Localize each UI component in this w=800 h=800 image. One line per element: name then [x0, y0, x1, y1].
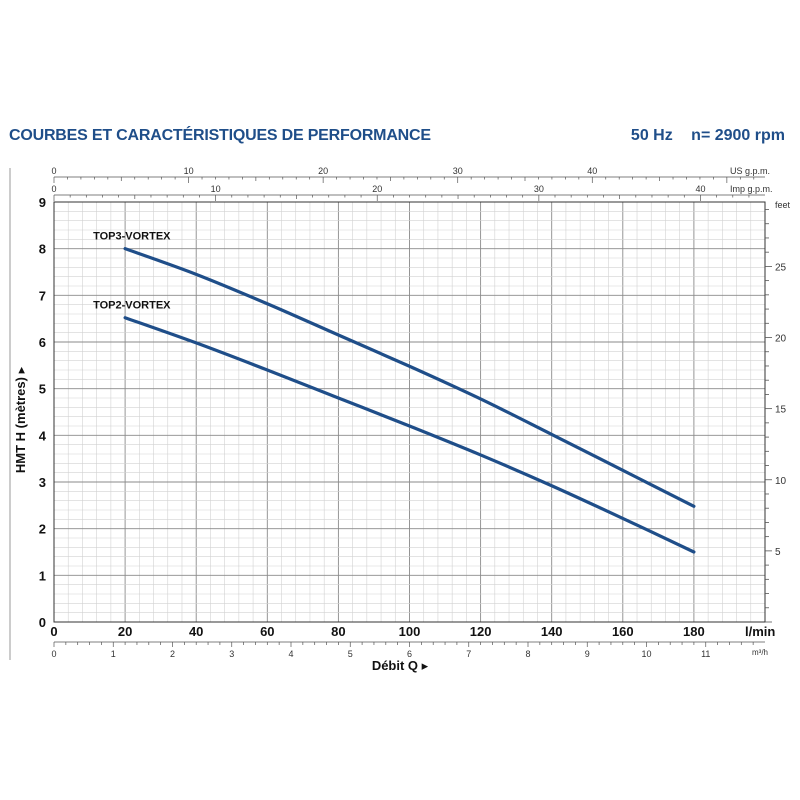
m3h-tick-label: 9 — [585, 649, 590, 659]
m3h-tick-label: 8 — [525, 649, 530, 659]
us-gpm-axis-unit: US g.p.m. — [730, 166, 770, 176]
series-label-top2-vortex: TOP2-VORTEX — [93, 300, 171, 312]
right-tick-label: 20 — [775, 334, 787, 345]
x-tick-label: 180 — [683, 624, 705, 639]
series-line-top2-vortex — [123, 316, 696, 554]
imp-gpm-tick-label: 40 — [695, 184, 705, 194]
series-line-top3-vortex — [123, 247, 696, 508]
right-tick-label: 15 — [775, 405, 787, 416]
y-tick-label: 1 — [39, 568, 46, 583]
right-tick-label: 10 — [775, 476, 787, 487]
m3h-tick-label: 0 — [51, 649, 56, 659]
operating-conditions: 50 Hz n= 2900 rpm — [617, 127, 785, 145]
us-gpm-tick-label: 10 — [184, 166, 194, 176]
right-axis-unit: feet — [775, 200, 791, 210]
m3h-tick-label: 2 — [170, 649, 175, 659]
imp-gpm-tick-label: 20 — [372, 184, 382, 194]
right-tick-label: 5 — [775, 547, 781, 558]
us-gpm-tick-label: 20 — [318, 166, 328, 176]
m3h-tick-label: 11 — [701, 649, 710, 659]
m3h-tick-label: 4 — [288, 649, 293, 659]
m3h-axis-unit: m³/h — [752, 648, 768, 657]
frequency-label: 50 Hz — [630, 127, 673, 144]
x-tick-label: 120 — [470, 624, 492, 639]
x-tick-label: 160 — [612, 624, 634, 639]
page-title: COURBES ET CARACTÉRISTIQUES DE PERFORMAN… — [9, 127, 431, 144]
y-tick-label: 5 — [39, 382, 46, 397]
x-axis-label: Débit Q ▸ — [372, 658, 429, 673]
us-gpm-tick-label: 40 — [587, 166, 597, 176]
m3h-tick-label: 5 — [348, 649, 353, 659]
series-label-top3-vortex: TOP3-VORTEX — [93, 231, 171, 243]
right-tick-label: 25 — [775, 262, 787, 273]
y-tick-label: 0 — [39, 615, 46, 630]
speed-label: n= 2900 rpm — [691, 127, 785, 144]
y-tick-label: 6 — [39, 335, 46, 350]
m3h-tick-label: 10 — [641, 649, 651, 659]
x-tick-label: 60 — [260, 624, 274, 639]
y-tick-label: 2 — [39, 522, 46, 537]
x-tick-label: 20 — [118, 624, 132, 639]
plot-frame — [53, 201, 766, 623]
imp-gpm-tick-label: 30 — [534, 184, 544, 194]
x-tick-label: 100 — [399, 624, 421, 639]
imp-gpm-axis-unit: Imp g.p.m. — [730, 184, 773, 194]
m3h-tick-label: 6 — [407, 649, 412, 659]
x-tick-label: 80 — [331, 624, 345, 639]
y-tick-label: 3 — [39, 475, 46, 490]
x-axis-unit: l/min — [745, 624, 775, 639]
imp-gpm-tick-label: 10 — [211, 184, 221, 194]
m3h-tick-label: 1 — [111, 649, 116, 659]
y-tick-label: 7 — [39, 288, 46, 303]
m3h-tick-label: 3 — [229, 649, 234, 659]
imp-gpm-tick-label: 0 — [51, 184, 56, 194]
x-tick-label: 40 — [189, 624, 203, 639]
y-tick-label: 9 — [39, 195, 46, 210]
y-tick-label: 8 — [39, 242, 46, 257]
x-tick-label: 0 — [50, 624, 57, 639]
x-tick-label: 140 — [541, 624, 563, 639]
us-gpm-tick-label: 30 — [453, 166, 463, 176]
m3h-tick-label: 7 — [466, 649, 471, 659]
y-tick-label: 4 — [39, 428, 47, 443]
y-axis-label: HMT H (mètres) ▸ — [13, 366, 28, 473]
us-gpm-tick-label: 0 — [51, 166, 56, 176]
